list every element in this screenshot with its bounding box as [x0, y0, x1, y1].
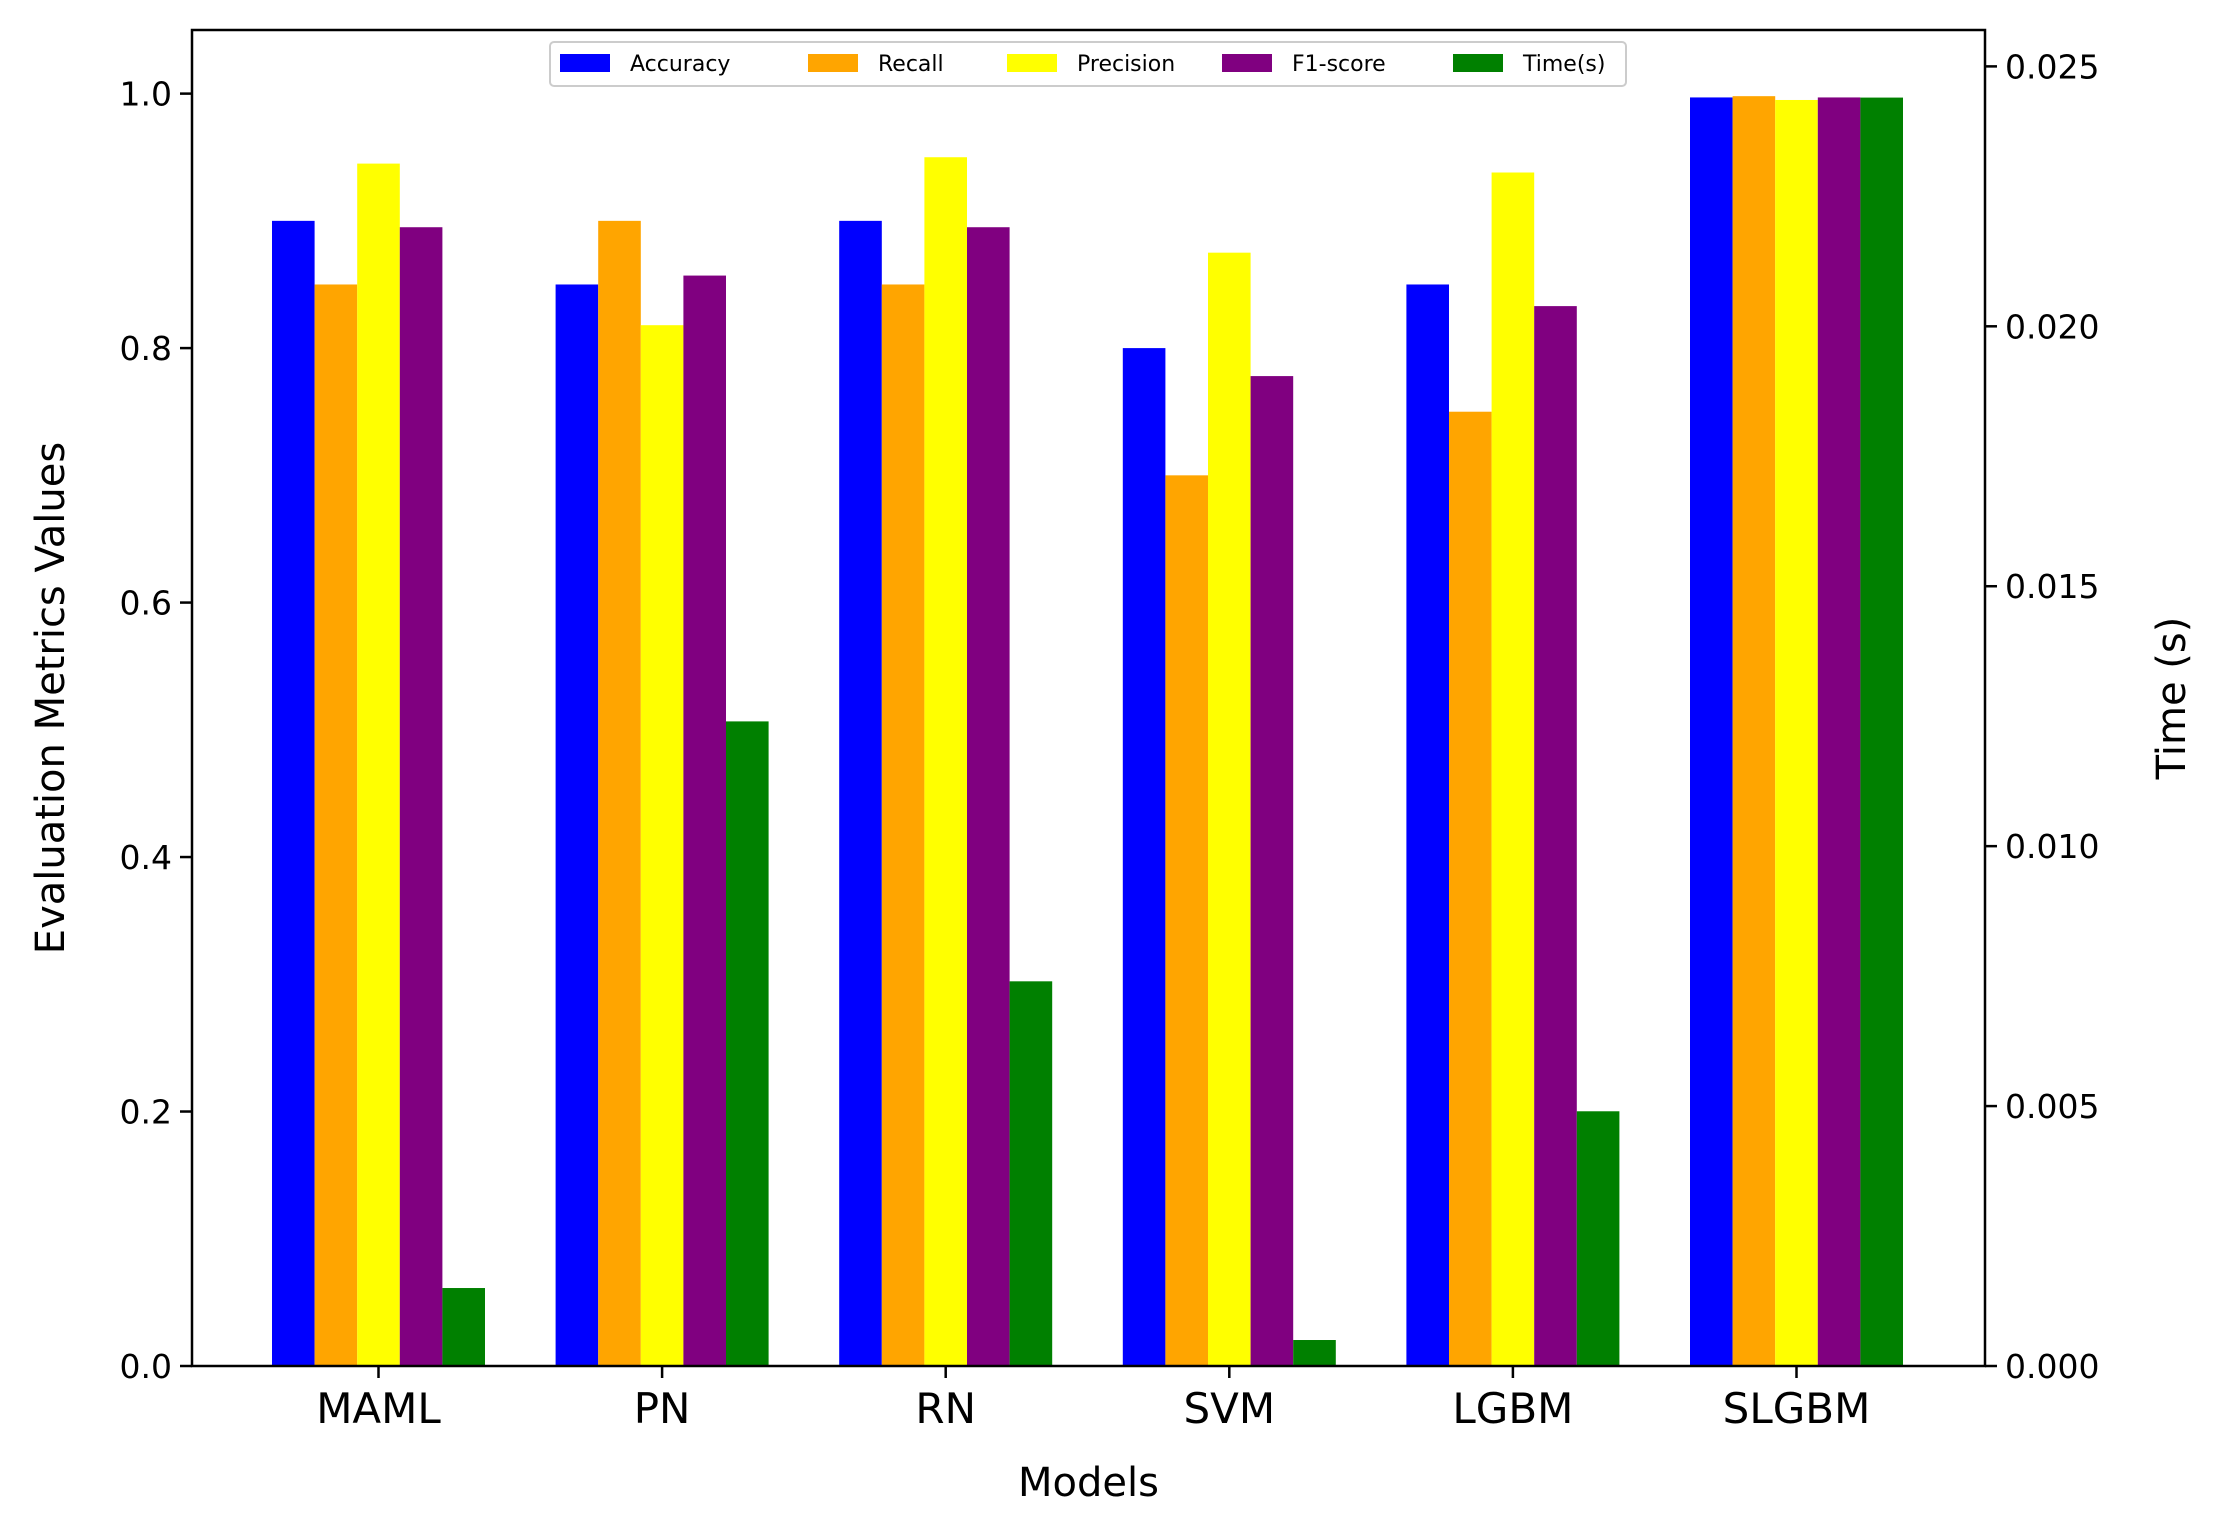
legend-swatch [1453, 54, 1503, 72]
legend-label: Precision [1077, 52, 1175, 77]
bar-f1-score-svm [1250, 376, 1294, 1366]
legend-label: F1-score [1292, 52, 1386, 77]
y2-tick-label: 0.010 [2005, 827, 2099, 866]
bar-precision-slgbm [1775, 99, 1818, 1366]
x-tick-label: PN [634, 1384, 691, 1433]
bar-time-s-maml [442, 1288, 485, 1366]
left-axis: 0.0 0.2 0.4 0.6 0.8 1.0 [120, 75, 192, 1386]
bar-accuracy-svm [1122, 348, 1166, 1367]
bar-accuracy-rn [839, 220, 882, 1366]
right-axis: 0.000 0.005 0.010 0.015 0.020 0.025 [1985, 47, 2099, 1386]
y-axis-title: Evaluation Metrics Values [28, 442, 74, 954]
bar-f1-score-rn [967, 227, 1010, 1367]
x-axis: MAML PN RN SVM LGBM SLGBM [316, 1366, 1870, 1433]
bar-recall-slgbm [1732, 96, 1776, 1366]
bar-accuracy-maml [272, 220, 315, 1366]
x-tick-label: SLGBM [1723, 1384, 1871, 1433]
y2-tick-label: 0.000 [2005, 1347, 2099, 1386]
bar-recall-pn [598, 220, 641, 1366]
bar-precision-lgbm [1491, 172, 1535, 1366]
y-tick-label: 1.0 [120, 75, 172, 114]
legend: Accuracy Recall Precision F1-score Time(s) [549, 41, 1627, 87]
x-tick-label: RN [915, 1384, 976, 1433]
bar-recall-maml [314, 284, 358, 1366]
legend-swatch [808, 54, 858, 72]
y-tick-label: 0.6 [120, 584, 172, 623]
x-axis-title: Models [1018, 1460, 1159, 1506]
y-tick-label: 0.0 [120, 1347, 172, 1386]
legend-label: Recall [878, 52, 944, 77]
x-tick-label: SVM [1183, 1384, 1275, 1433]
x-tick-label: LGBM [1452, 1384, 1573, 1433]
bar-accuracy-slgbm [1690, 97, 1733, 1367]
bar-time-s-svm [1293, 1340, 1336, 1366]
bar-time-s-slgbm [1860, 97, 1903, 1367]
bar-precision-maml [357, 163, 400, 1367]
legend-swatch [1222, 54, 1272, 72]
y2-tick-label: 0.015 [2005, 567, 2099, 606]
y-tick-label: 0.2 [120, 1093, 172, 1132]
bar-precision-rn [924, 157, 967, 1367]
plot-frame [190, 28, 1987, 1368]
legend-swatch [1007, 54, 1057, 72]
y-tick-label: 0.4 [120, 838, 172, 877]
legend-box [549, 41, 1627, 87]
bar-precision-pn [640, 325, 684, 1366]
y2-tick-label: 0.020 [2005, 307, 2099, 346]
bar-f1-score-maml [399, 227, 443, 1367]
x-tick-label: MAML [316, 1384, 441, 1433]
bar-recall-svm [1165, 475, 1208, 1366]
bar-time-s-rn [1009, 981, 1053, 1366]
bar-f1-score-slgbm [1817, 97, 1861, 1367]
bar-time-s-lgbm [1576, 1111, 1620, 1366]
bar-f1-score-pn [683, 275, 726, 1366]
bar-recall-lgbm [1449, 411, 1492, 1366]
y2-tick-label: 0.005 [2005, 1087, 2099, 1126]
bar-f1-score-lgbm [1534, 306, 1577, 1366]
bar-accuracy-pn [555, 284, 599, 1366]
bar-recall-rn [881, 284, 925, 1366]
y-tick-label: 0.8 [120, 329, 172, 368]
legend-label: Time(s) [1522, 52, 1605, 77]
y2-axis-title: Time (s) [2149, 617, 2195, 781]
legend-label: Accuracy [630, 52, 730, 77]
bars-layer [272, 96, 1903, 1367]
bar-accuracy-lgbm [1406, 284, 1449, 1366]
bar-time-s-pn [726, 721, 769, 1366]
legend-swatch [560, 54, 610, 72]
y2-tick-label: 0.025 [2005, 47, 2099, 86]
bar-precision-svm [1208, 252, 1251, 1367]
